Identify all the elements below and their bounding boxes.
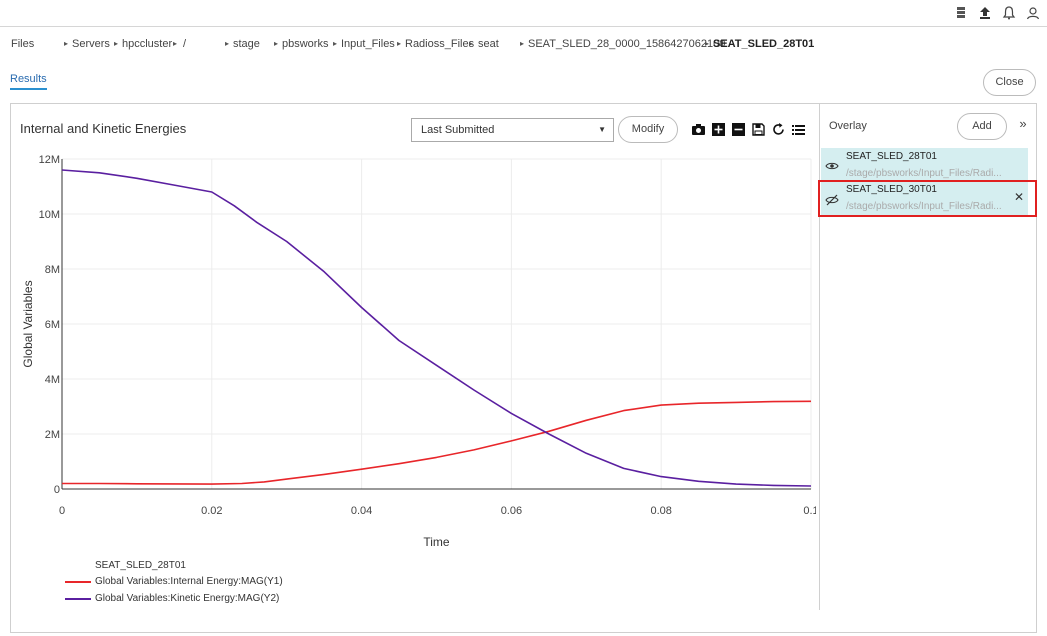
tab-results[interactable]: Results <box>10 73 47 90</box>
modify-button[interactable]: Modify <box>618 116 678 143</box>
chevron-right-icon: ▸ <box>705 39 710 48</box>
remove-overlay-button[interactable]: ✕ <box>1014 190 1025 204</box>
overlay-title: Overlay <box>829 120 867 132</box>
y-tick-label: 4M <box>45 374 60 386</box>
overlay-item[interactable]: SEAT_SLED_28T01 /stage/pbsworks/Input_Fi… <box>821 148 1028 184</box>
chevron-right-icon: ▸ <box>333 39 338 48</box>
line-chart[interactable]: 0 0.02 0.04 0.06 0.08 0.1 0 2M 4M 6M 8M 10M 12M Time G… <box>11 144 816 564</box>
chart-title: Internal and Kinetic Energies <box>20 121 187 136</box>
breadcrumb-item[interactable]: / <box>183 38 187 50</box>
y-tick-label: 12M <box>39 154 60 166</box>
user-icon[interactable] <box>1025 5 1041 21</box>
legend-item-internal-energy[interactable]: Global Variables:Internal Energy:MAG(Y1) <box>65 576 283 587</box>
add-overlay-button[interactable]: Add <box>957 113 1007 140</box>
legend-swatch <box>65 580 91 583</box>
upload-icon[interactable] <box>977 5 993 21</box>
reset-icon[interactable] <box>771 122 786 137</box>
series-line-internal-energy[interactable] <box>62 400 812 485</box>
overlay-item-path: /stage/pbsworks/Input_Files/Radi... <box>846 201 1002 212</box>
camera-icon[interactable] <box>691 122 706 137</box>
legend-label: Global Variables:Kinetic Energy:MAG(Y2) <box>95 593 280 604</box>
chevron-right-icon: ▸ <box>274 39 279 48</box>
breadcrumb-item[interactable]: hpccluster <box>122 38 173 50</box>
breadcrumb-item[interactable]: SEAT_SLED_28_0000_1586427062100 <box>528 38 726 50</box>
chevron-right-icon: ▸ <box>469 39 474 48</box>
y-tick-label: 0 <box>54 484 60 496</box>
x-tick-label: 0 <box>59 505 65 517</box>
bell-icon[interactable] <box>1001 5 1017 21</box>
chevron-right-icon: ▸ <box>64 39 69 48</box>
overlay-item-path: /stage/pbsworks/Input_Files/Radi... <box>846 168 1002 179</box>
eye-icon[interactable] <box>825 160 839 172</box>
results-panel: Internal and Kinetic Energies Last Submi… <box>10 103 1037 633</box>
series-line-kinetic-energy[interactable] <box>61 169 812 487</box>
chevron-right-icon: ▸ <box>520 39 525 48</box>
close-button[interactable]: Close <box>983 69 1036 96</box>
breadcrumb-item[interactable]: seat <box>478 38 499 50</box>
legend-label: Global Variables:Internal Energy:MAG(Y1) <box>95 576 283 587</box>
expand-panel-button[interactable]: » <box>1019 116 1027 131</box>
y-axis-title: Global Variables <box>21 280 35 367</box>
chevron-right-icon: ▸ <box>225 39 230 48</box>
zoom-in-icon[interactable] <box>711 122 726 137</box>
x-axis-title: Time <box>423 535 450 549</box>
breadcrumb-item[interactable]: Radioss_Files <box>405 38 475 50</box>
run-select-dropdown[interactable]: Last Submitted ▼ <box>411 118 614 142</box>
overlay-item[interactable]: SEAT_SLED_30T01 /stage/pbsworks/Input_Fi… <box>821 181 1028 217</box>
chart-toolbar <box>691 122 806 137</box>
breadcrumb-item[interactable]: Servers <box>72 38 110 50</box>
server-stack-icon[interactable] <box>953 5 969 21</box>
chevron-right-icon: ▸ <box>114 39 119 48</box>
legend-swatch <box>65 597 91 600</box>
breadcrumb-item[interactable]: Files <box>11 38 35 50</box>
zoom-out-icon[interactable] <box>731 122 746 137</box>
breadcrumb-item[interactable]: stage <box>233 38 260 50</box>
y-tick-label: 8M <box>45 264 60 276</box>
x-tick-label: 0.06 <box>501 505 522 517</box>
legend-item-kinetic-energy[interactable]: Global Variables:Kinetic Energy:MAG(Y2) <box>65 593 279 604</box>
chevron-right-icon: ▸ <box>397 39 402 48</box>
y-tick-label: 6M <box>45 319 60 331</box>
caret-down-icon: ▼ <box>598 125 606 134</box>
selection-highlight <box>818 180 1037 217</box>
y-tick-label: 2M <box>45 429 60 441</box>
overlay-item-name: SEAT_SLED_28T01 <box>846 151 937 162</box>
overlay-item-name: SEAT_SLED_30T01 <box>846 184 937 195</box>
x-tick-label: 0.1 <box>803 505 816 517</box>
list-icon[interactable] <box>791 122 806 137</box>
save-icon[interactable] <box>751 122 766 137</box>
x-tick-label: 0.04 <box>351 505 372 517</box>
x-tick-label: 0.08 <box>650 505 671 517</box>
breadcrumb-current: SEAT_SLED_28T01 <box>713 38 815 50</box>
breadcrumb-item[interactable]: pbsworks <box>282 38 329 50</box>
top-bar-icons <box>953 5 1041 21</box>
eye-hidden-icon[interactable] <box>825 193 839 206</box>
dropdown-value: Last Submitted <box>421 124 495 136</box>
top-bar <box>0 0 1047 27</box>
legend-title: SEAT_SLED_28T01 <box>95 560 186 571</box>
overlay-panel: Overlay Add » SEAT_SLED_28T01 /stage/pbs… <box>819 104 1037 610</box>
breadcrumb-item[interactable]: Input_Files <box>341 38 395 50</box>
y-tick-label: 10M <box>39 209 60 221</box>
x-tick-label: 0.02 <box>201 505 222 517</box>
chevron-right-icon: ▸ <box>173 39 178 48</box>
